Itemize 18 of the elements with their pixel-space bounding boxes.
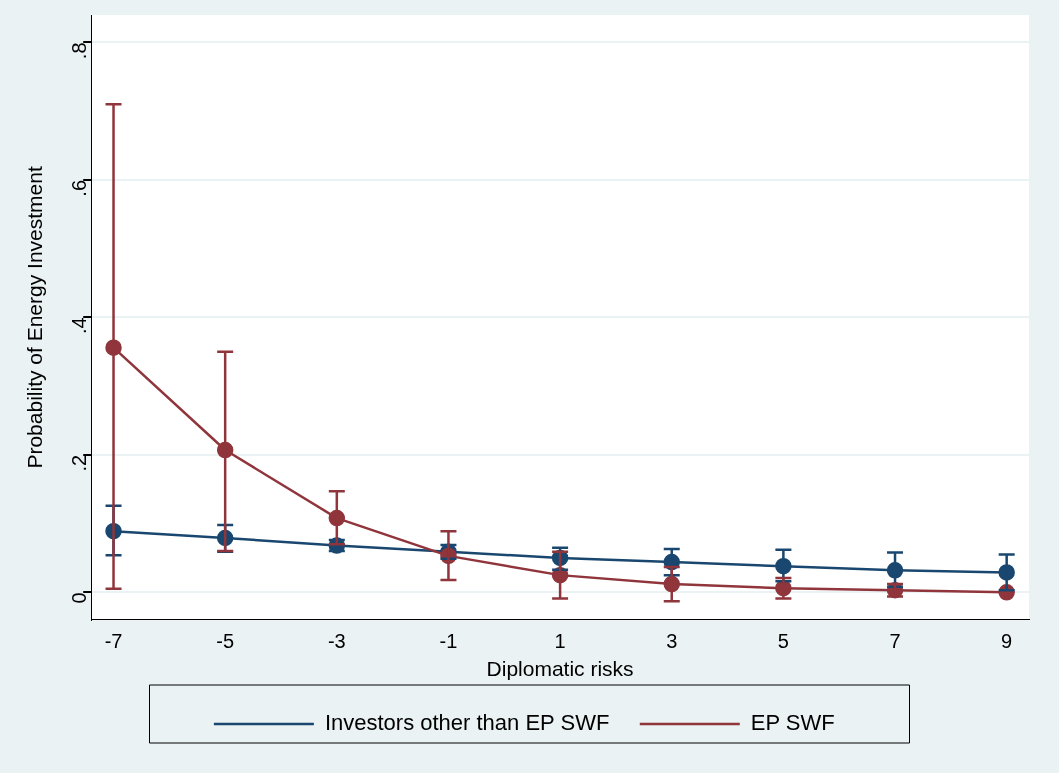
x-tick-label: -1 xyxy=(439,630,458,653)
legend-label: EP SWF xyxy=(750,710,835,736)
x-tick-label: -3 xyxy=(327,630,346,653)
y-tick-label: .4 xyxy=(67,317,90,335)
y-tick-label: .2 xyxy=(67,454,90,472)
x-tick-label: -7 xyxy=(104,630,123,653)
y-tick-label: .6 xyxy=(67,179,90,197)
y-tick-label: 0 xyxy=(67,592,90,604)
legend-label: Investors other than EP SWF xyxy=(324,710,610,736)
x-tick-label: -5 xyxy=(216,630,235,653)
y-tick-label: .8 xyxy=(67,42,90,60)
x-tick-label: 9 xyxy=(1001,630,1013,653)
x-tick-label: 3 xyxy=(666,630,678,653)
x-tick-label: 7 xyxy=(889,630,901,653)
x-tick-label: 5 xyxy=(777,630,789,653)
x-axis-title: Diplomatic risks xyxy=(486,657,634,681)
x-tick-label: 1 xyxy=(554,630,566,653)
y-axis-title: Probability of Energy Investment xyxy=(23,166,47,469)
